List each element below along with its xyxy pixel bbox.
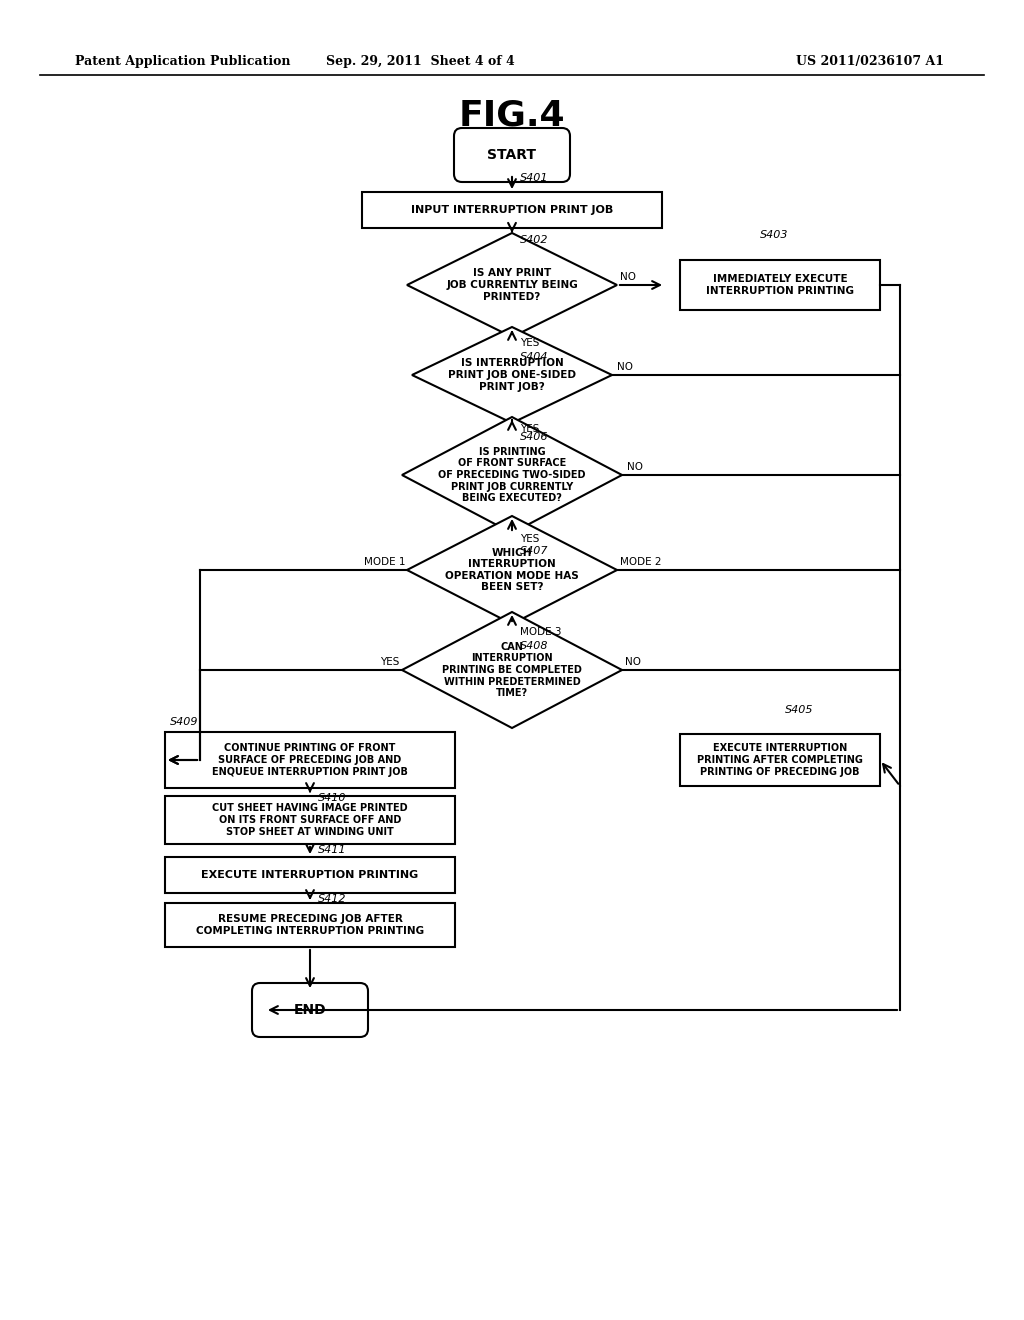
Text: S412: S412 — [318, 894, 346, 904]
Text: S408: S408 — [520, 642, 549, 651]
Text: START: START — [487, 148, 537, 162]
Bar — [165, 796, 455, 843]
Text: MODE 2: MODE 2 — [620, 557, 662, 568]
Bar — [680, 734, 880, 785]
Text: NO: NO — [617, 362, 633, 372]
Text: S402: S402 — [520, 235, 549, 246]
Text: MODE 1: MODE 1 — [364, 557, 406, 568]
Text: S406: S406 — [520, 432, 549, 442]
Text: YES: YES — [520, 338, 540, 348]
Polygon shape — [402, 417, 622, 533]
Polygon shape — [407, 516, 617, 624]
Text: YES: YES — [380, 657, 399, 667]
Text: US 2011/0236107 A1: US 2011/0236107 A1 — [796, 55, 944, 69]
Text: CAN
INTERRUPTION
PRINTING BE COMPLETED
WITHIN PREDETERMINED
TIME?: CAN INTERRUPTION PRINTING BE COMPLETED W… — [442, 642, 582, 698]
Text: IS ANY PRINT
JOB CURRENTLY BEING
PRINTED?: IS ANY PRINT JOB CURRENTLY BEING PRINTED… — [446, 268, 578, 301]
Text: IS PRINTING
OF FRONT SURFACE
OF PRECEDING TWO-SIDED
PRINT JOB CURRENTLY
BEING EX: IS PRINTING OF FRONT SURFACE OF PRECEDIN… — [438, 446, 586, 503]
Text: EXECUTE INTERRUPTION PRINTING: EXECUTE INTERRUPTION PRINTING — [202, 870, 419, 880]
Text: S401: S401 — [520, 173, 549, 183]
Text: CONTINUE PRINTING OF FRONT
SURFACE OF PRECEDING JOB AND
ENQUEUE INTERRUPTION PRI: CONTINUE PRINTING OF FRONT SURFACE OF PR… — [212, 743, 408, 776]
Text: NO: NO — [625, 657, 641, 667]
Text: END: END — [294, 1003, 327, 1016]
FancyBboxPatch shape — [454, 128, 570, 182]
Text: S404: S404 — [520, 352, 549, 362]
Bar — [165, 733, 455, 788]
Text: INPUT INTERRUPTION PRINT JOB: INPUT INTERRUPTION PRINT JOB — [411, 205, 613, 215]
Text: S411: S411 — [318, 845, 346, 855]
Text: CUT SHEET HAVING IMAGE PRINTED
ON ITS FRONT SURFACE OFF AND
STOP SHEET AT WINDIN: CUT SHEET HAVING IMAGE PRINTED ON ITS FR… — [212, 804, 408, 837]
Text: IS INTERRUPTION
PRINT JOB ONE-SIDED
PRINT JOB?: IS INTERRUPTION PRINT JOB ONE-SIDED PRIN… — [449, 359, 575, 392]
FancyBboxPatch shape — [252, 983, 368, 1038]
Text: IMMEDIATELY EXECUTE
INTERRUPTION PRINTING: IMMEDIATELY EXECUTE INTERRUPTION PRINTIN… — [706, 275, 854, 296]
Polygon shape — [402, 612, 622, 729]
Text: WHICH
INTERRUPTION
OPERATION MODE HAS
BEEN SET?: WHICH INTERRUPTION OPERATION MODE HAS BE… — [445, 548, 579, 593]
Polygon shape — [407, 234, 617, 337]
Polygon shape — [412, 327, 612, 422]
Text: YES: YES — [520, 535, 540, 544]
Text: S407: S407 — [520, 546, 549, 556]
Bar — [165, 857, 455, 894]
Text: S409: S409 — [170, 717, 199, 727]
Text: MODE 3: MODE 3 — [520, 627, 561, 638]
Text: S410: S410 — [318, 793, 346, 803]
Text: S405: S405 — [785, 705, 813, 715]
Text: RESUME PRECEDING JOB AFTER
COMPLETING INTERRUPTION PRINTING: RESUME PRECEDING JOB AFTER COMPLETING IN… — [196, 915, 424, 936]
Text: S403: S403 — [760, 230, 788, 240]
Text: EXECUTE INTERRUPTION
PRINTING AFTER COMPLETING
PRINTING OF PRECEDING JOB: EXECUTE INTERRUPTION PRINTING AFTER COMP… — [697, 743, 863, 776]
Text: NO: NO — [620, 272, 636, 282]
Bar — [362, 191, 662, 228]
Text: Patent Application Publication: Patent Application Publication — [75, 55, 291, 69]
Text: FIG.4: FIG.4 — [459, 98, 565, 132]
Text: Sep. 29, 2011  Sheet 4 of 4: Sep. 29, 2011 Sheet 4 of 4 — [326, 55, 514, 69]
Bar — [680, 260, 880, 310]
Bar — [165, 903, 455, 946]
Text: YES: YES — [520, 424, 540, 434]
Text: NO: NO — [627, 462, 643, 473]
